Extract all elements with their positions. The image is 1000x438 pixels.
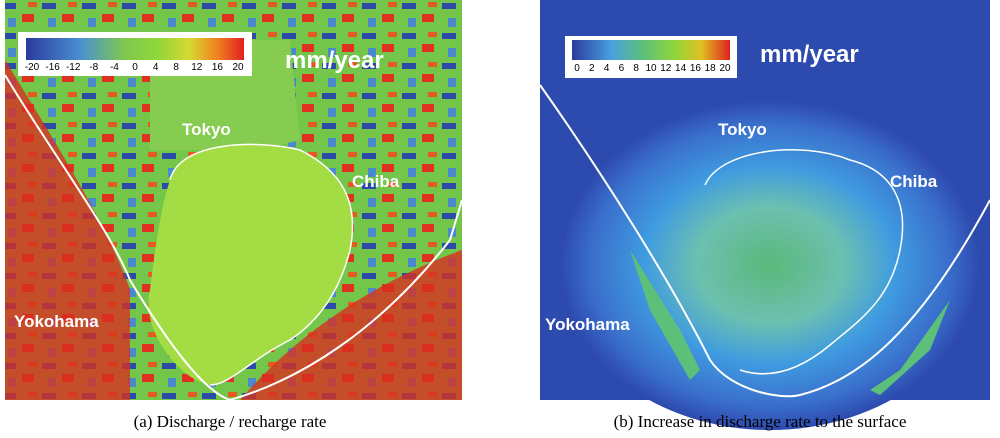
- colorbar-label: 6: [619, 63, 625, 74]
- colorbar-label: 14: [675, 63, 687, 74]
- colorbar-label: 0: [132, 62, 138, 73]
- colorbar-labels: -20 -16 -12 -8 -4 0 4 8 12 16 20: [25, 62, 244, 73]
- colorbar-label: -12: [66, 62, 81, 73]
- caption: (a) Discharge / recharge rate: [134, 412, 327, 431]
- place-label: Yokohama: [545, 315, 630, 334]
- colorbar-label: -8: [89, 62, 98, 73]
- colorbar-label: 16: [690, 63, 702, 74]
- discharge-zone: [560, 100, 980, 430]
- colorbar: [26, 38, 244, 60]
- colorbar-label: 16: [212, 62, 224, 73]
- colorbar-label: 4: [153, 62, 159, 73]
- caption: (b) Increase in discharge rate to the su…: [614, 412, 907, 431]
- place-label: Chiba: [352, 172, 400, 191]
- place-label: Yokohama: [14, 312, 99, 331]
- panel-a: -20 -16 -12 -8 -4 0 4 8 12 16 20 mm/year Tokyo Chi…: [5, 0, 462, 400]
- colorbar-label: 10: [645, 63, 657, 74]
- place-label: Chiba: [890, 172, 938, 191]
- colorbar-label: 12: [660, 63, 672, 74]
- colorbar-label: 18: [705, 63, 717, 74]
- unit: mm/year: [285, 47, 384, 74]
- figure: -20-16-12-8-4048121620 mm/year Tokyo Chi…: [0, 0, 1000, 438]
- colorbar-label: 2: [589, 63, 595, 74]
- unit: mm/year: [760, 41, 859, 68]
- colorbar-label: 20: [719, 63, 731, 74]
- place-label: Tokyo: [182, 120, 231, 139]
- colorbar-label: 20: [232, 62, 244, 73]
- colorbar-label: 8: [173, 62, 179, 73]
- colorbar-label: 4: [604, 63, 610, 74]
- colorbar-label: -20: [25, 62, 40, 73]
- colorbar: [572, 40, 730, 60]
- colorbar-label: 12: [191, 62, 203, 73]
- colorbar-label: 0: [574, 63, 580, 74]
- colorbar-label: -4: [110, 62, 119, 73]
- place-label: Tokyo: [718, 120, 767, 139]
- colorbar-label: -16: [45, 62, 60, 73]
- colorbar-label: 8: [633, 63, 639, 74]
